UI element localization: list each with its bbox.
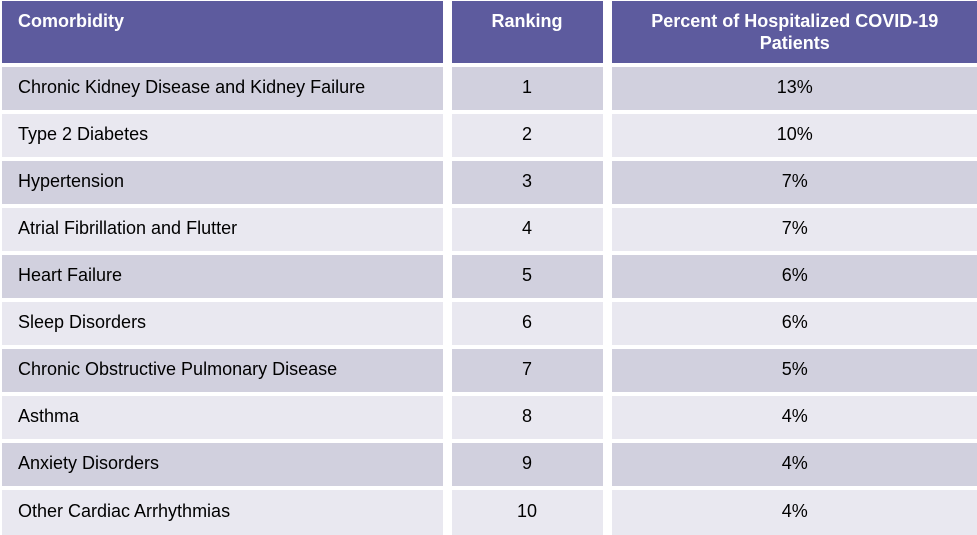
table-cell-percent: 7% <box>607 203 977 253</box>
table-header: Comorbidity Ranking Percent of Hospitali… <box>1 0 977 65</box>
table-cell-comorbidity: Atrial Fibrillation and Flutter <box>1 203 452 253</box>
header-row: Comorbidity Ranking Percent of Hospitali… <box>1 0 977 65</box>
table-cell-ranking: 1 <box>447 62 612 112</box>
table-cell-ranking: 6 <box>447 297 612 347</box>
table-cell-percent: 10% <box>607 109 977 159</box>
table-row: Chronic Kidney Disease and Kidney Failur… <box>1 62 977 112</box>
table-cell-percent: 6% <box>607 297 977 347</box>
column-header-comorbidity: Comorbidity <box>1 0 452 65</box>
table-row: Atrial Fibrillation and Flutter 4 7% <box>1 203 977 253</box>
table-row: Hypertension 3 7% <box>1 156 977 206</box>
table-row: Sleep Disorders 6 6% <box>1 297 977 347</box>
table-cell-comorbidity: Sleep Disorders <box>1 297 452 347</box>
table-cell-ranking: 5 <box>447 250 612 300</box>
table-cell-comorbidity: Anxiety Disorders <box>1 438 452 488</box>
table-cell-ranking: 7 <box>447 344 612 394</box>
table-cell-ranking: 4 <box>447 203 612 253</box>
table-cell-percent: 4% <box>607 438 977 488</box>
column-header-percent: Percent of Hospitalized COVID-19 Patient… <box>607 0 977 65</box>
table-cell-percent: 4% <box>607 391 977 441</box>
table-row: Other Cardiac Arrhythmias 10 4% <box>1 485 977 535</box>
column-header-ranking: Ranking <box>447 0 612 65</box>
table-cell-ranking: 3 <box>447 156 612 206</box>
table-cell-comorbidity: Asthma <box>1 391 452 441</box>
table-cell-ranking: 2 <box>447 109 612 159</box>
table-cell-comorbidity: Chronic Obstructive Pulmonary Disease <box>1 344 452 394</box>
table-row: Asthma 8 4% <box>1 391 977 441</box>
table-cell-percent: 6% <box>607 250 977 300</box>
table-row: Type 2 Diabetes 2 10% <box>1 109 977 159</box>
table-cell-comorbidity: Other Cardiac Arrhythmias <box>1 485 452 535</box>
table-row: Chronic Obstructive Pulmonary Disease 7 5% <box>1 344 977 394</box>
table-row: Anxiety Disorders 9 4% <box>1 438 977 488</box>
table-cell-ranking: 9 <box>447 438 612 488</box>
table-row: Heart Failure 5 6% <box>1 250 977 300</box>
table-cell-percent: 5% <box>607 344 977 394</box>
table-cell-comorbidity: Chronic Kidney Disease and Kidney Failur… <box>1 62 452 112</box>
table-cell-comorbidity: Heart Failure <box>1 250 452 300</box>
table-cell-comorbidity: Hypertension <box>1 156 452 206</box>
table-cell-percent: 13% <box>607 62 977 112</box>
table-cell-comorbidity: Type 2 Diabetes <box>1 109 452 159</box>
table-cell-ranking: 10 <box>447 485 612 535</box>
table-body: Chronic Kidney Disease and Kidney Failur… <box>1 62 977 535</box>
table-cell-percent: 7% <box>607 156 977 206</box>
table-cell-ranking: 8 <box>447 391 612 441</box>
table-cell-percent: 4% <box>607 485 977 535</box>
